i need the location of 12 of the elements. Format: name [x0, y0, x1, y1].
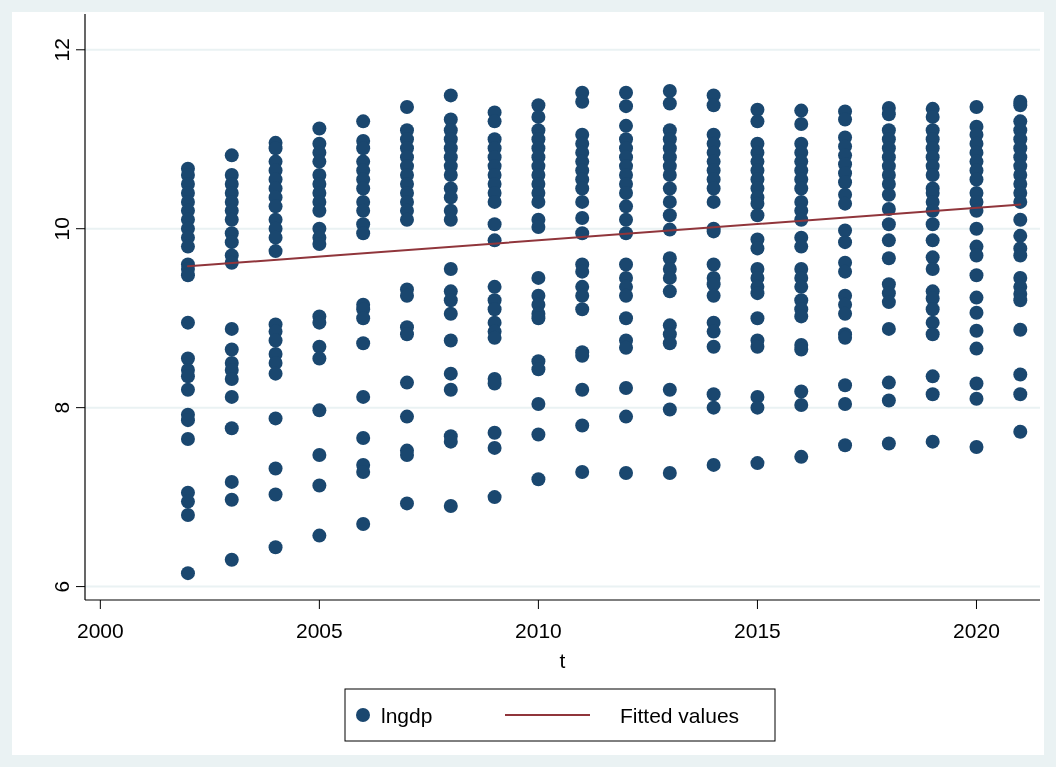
x-tick-label: 2010 — [515, 619, 562, 642]
x-tick-label: 2020 — [953, 619, 1000, 642]
y-tick-label: 10 — [50, 217, 73, 241]
y-tick-label: 6 — [50, 580, 73, 593]
legend-label: lngdp — [381, 704, 433, 727]
x-tick-label: 2005 — [296, 619, 343, 642]
y-tick-label: 8 — [50, 401, 73, 414]
legend-label: Fitted values — [620, 704, 740, 727]
y-tick-label: 12 — [50, 38, 73, 62]
x-axis-title: t — [559, 649, 566, 672]
x-tick-label: 2015 — [734, 619, 781, 642]
x-tick-label: 2000 — [76, 619, 124, 642]
